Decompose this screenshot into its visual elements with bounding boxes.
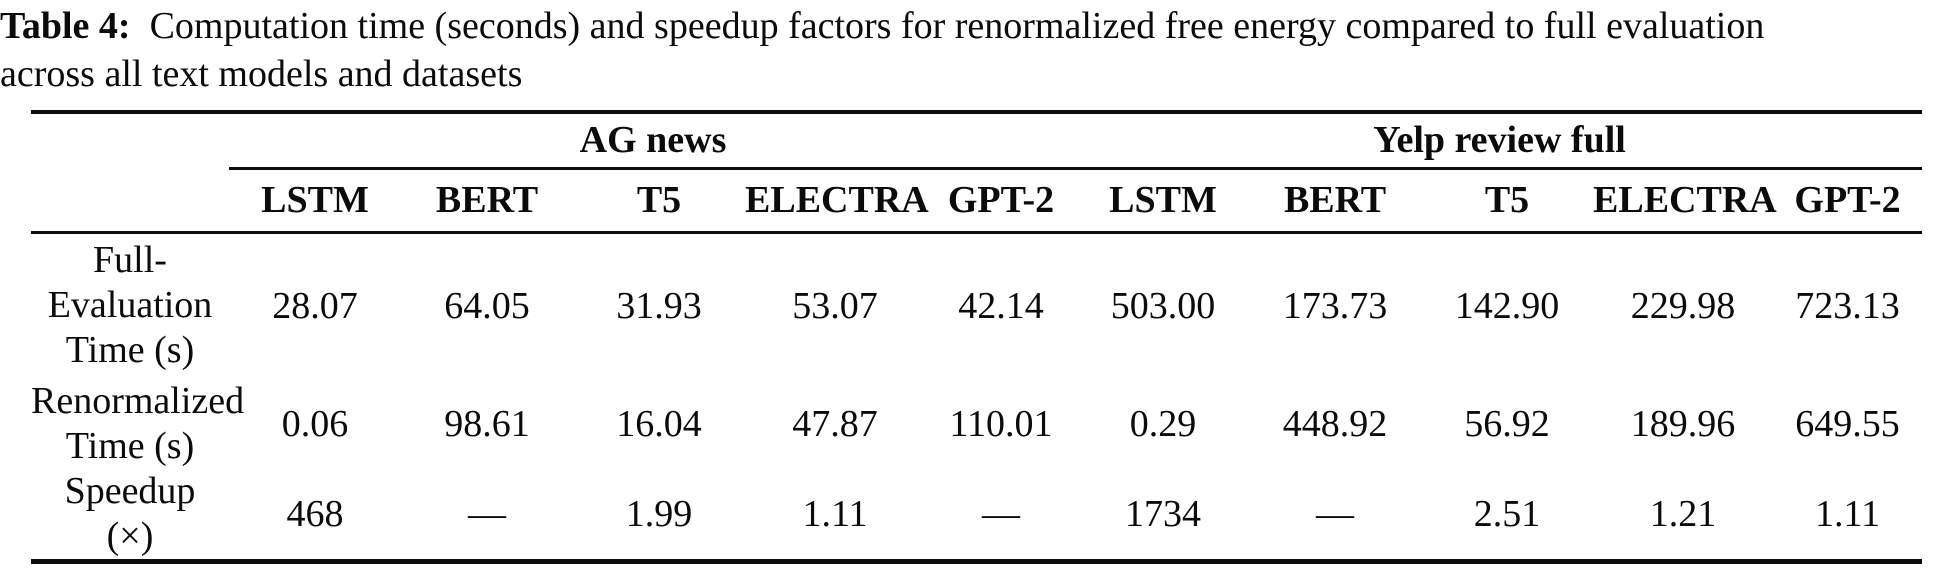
column-header-ag-electra: ELECTRA <box>745 168 929 234</box>
value-cell: 64.05 <box>444 284 530 327</box>
value-cell: 110.01 <box>949 402 1053 445</box>
computation-time-table: AG news Yelp review full LSTM BERT T5 EL… <box>31 110 1923 564</box>
value-cell: 649.55 <box>1795 402 1900 445</box>
column-header-yelp-gpt2: GPT-2 <box>1773 168 1923 234</box>
value-cell: 173.73 <box>1282 284 1388 327</box>
value-cell: 0.06 <box>281 402 349 445</box>
value-cell: 28.07 <box>272 284 358 327</box>
header-stub-cell <box>31 168 229 234</box>
caption-table-number: Table 4: <box>0 5 131 47</box>
column-header-ag-bert: BERT <box>401 168 573 234</box>
column-header-ag-t5: T5 <box>573 168 745 234</box>
value-cell: — <box>1316 493 1355 535</box>
group-header-ag-news: AG news <box>229 112 1078 170</box>
value-cell: 189.96 <box>1630 402 1736 445</box>
caption-text: Computation time (seconds) and speedup f… <box>149 5 1765 47</box>
column-header-yelp-t5: T5 <box>1421 168 1594 234</box>
value-cell: 53.07 <box>792 284 878 327</box>
column-header-yelp-lstm: LSTM <box>1077 168 1250 234</box>
value-cell: 1.21 <box>1649 493 1717 535</box>
value-cell: 2.51 <box>1473 493 1541 535</box>
value-cell: 503.00 <box>1110 284 1216 327</box>
model-header-row: LSTM BERT T5 ELECTRA GPT-2 LSTM BERT T5 … <box>31 168 1923 234</box>
value-cell: 31.93 <box>616 284 702 327</box>
row-label-speedup: Speedup (×) <box>64 470 196 557</box>
value-cell: 142.90 <box>1454 284 1560 327</box>
column-header-yelp-bert: BERT <box>1249 168 1422 234</box>
table-row-speedup: Speedup (×) 468 — 1.99 1.11 — 1734 — 2.5… <box>31 469 1922 562</box>
value-cell: 98.61 <box>444 402 530 445</box>
value-cell: 229.98 <box>1630 284 1736 327</box>
value-cell: 1.11 <box>1814 493 1881 535</box>
value-cell: — <box>468 493 506 535</box>
value-cell: 1.11 <box>802 493 868 535</box>
column-header-ag-lstm: LSTM <box>229 168 401 234</box>
caption-line-2: across all text models and datasets <box>0 53 523 95</box>
column-header-yelp-electra: ELECTRA <box>1593 168 1777 234</box>
table-caption: Table 4: Computation time (seconds) and … <box>0 2 1952 98</box>
column-header-ag-gpt2: GPT-2 <box>925 168 1078 234</box>
table-row-full-evaluation-time: Full- Evaluation Time (s) 28.07 64.05 31… <box>31 232 1922 378</box>
value-cell: 468 <box>286 493 344 535</box>
group-header-yelp-review-full: Yelp review full <box>1077 112 1923 170</box>
value-cell: 0.29 <box>1129 402 1197 445</box>
value-cell: 448.92 <box>1282 402 1388 445</box>
value-cell: 56.92 <box>1464 402 1550 445</box>
value-cell: — <box>982 493 1020 535</box>
value-cell: 47.87 <box>792 402 878 445</box>
row-label-full-evaluation-time: Full- Evaluation Time (s) <box>47 239 213 372</box>
value-cell: 1734 <box>1125 493 1202 535</box>
value-cell: 42.14 <box>958 284 1044 327</box>
caption-line-1: Table 4: Computation time (seconds) and … <box>0 2 1952 50</box>
value-cell: 723.13 <box>1795 284 1900 327</box>
header-stub-cell <box>31 112 229 168</box>
dataset-group-row: AG news Yelp review full <box>31 112 1923 170</box>
value-cell: 16.04 <box>616 402 702 445</box>
value-cell: 1.99 <box>625 493 693 535</box>
table-row-renormalized-time: Renormalized Time (s) 0.06 98.61 16.04 4… <box>31 378 1922 469</box>
row-label-renormalized-time: Renormalized Time (s) <box>31 379 245 467</box>
